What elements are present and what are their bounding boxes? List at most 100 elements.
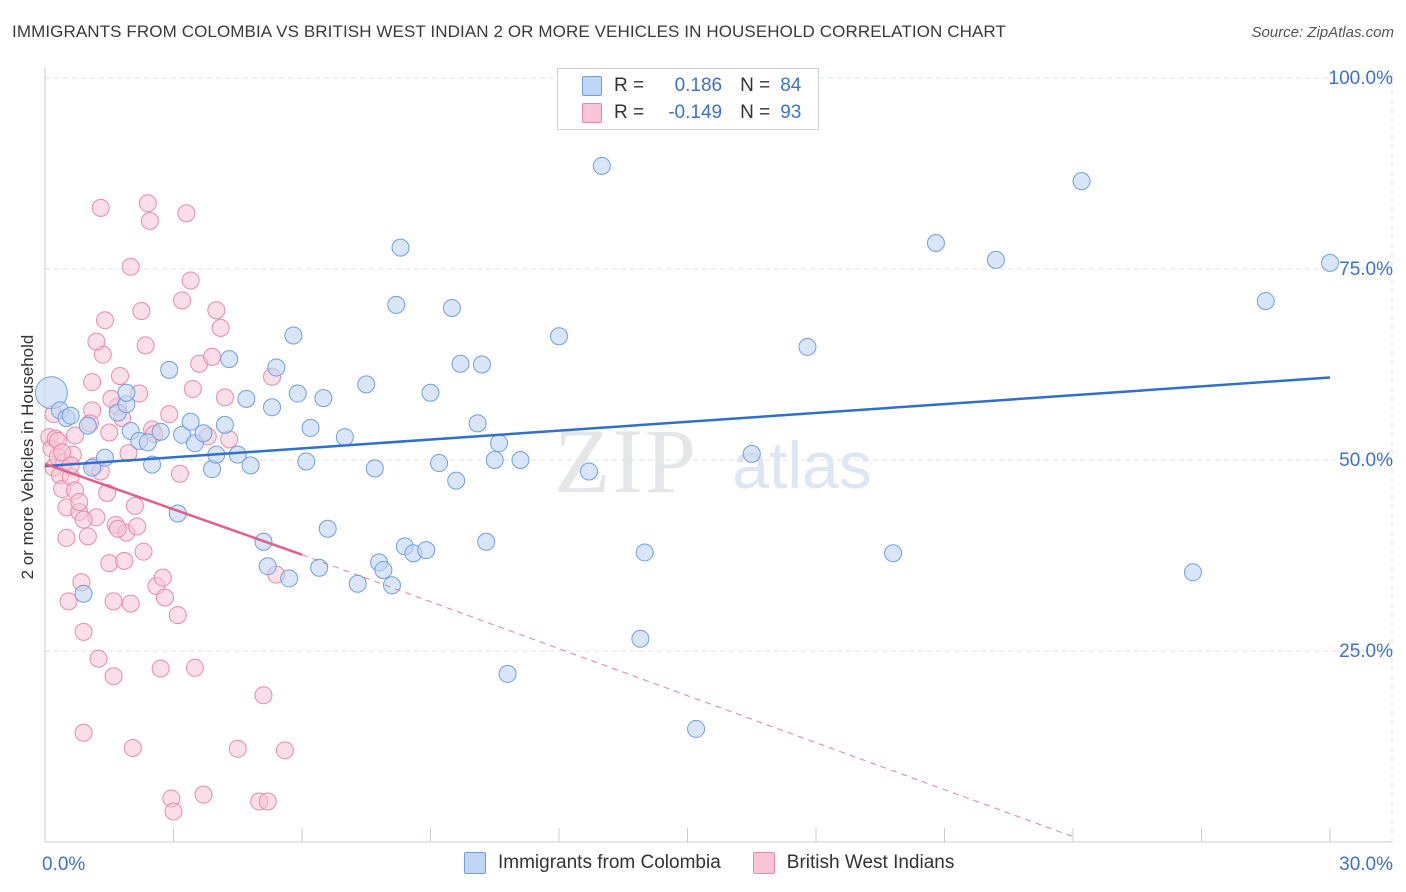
bwi-point (181, 271, 200, 290)
bwi-point (132, 302, 151, 321)
gridlines (45, 72, 1393, 842)
bwi-point (87, 332, 106, 351)
colombia-point (511, 451, 530, 469)
x-tick-label: 0.0% (42, 854, 85, 875)
colombia-point (391, 238, 410, 257)
bwi-point (104, 667, 123, 686)
legend-r-value: -0.149 (668, 102, 723, 123)
colombia-point (884, 544, 903, 563)
colombia-point (374, 561, 393, 580)
legend-swatch-bwi (752, 852, 775, 874)
colombia-point (241, 456, 260, 475)
bwi-point (170, 464, 189, 483)
legend-r-label: R = (614, 102, 645, 123)
colombia-point (442, 298, 461, 317)
colombia-point (160, 360, 179, 379)
legend-label-bwi: British West Indians (786, 852, 955, 873)
colombia-point (215, 415, 234, 434)
colombia-point (986, 250, 1005, 269)
colombia-point (592, 156, 611, 175)
bwi-point (74, 723, 93, 742)
bwi-point (100, 554, 119, 573)
legend-n-label: N = (740, 75, 771, 96)
chart-title: IMMIGRANTS FROM COLOMBIA VS BRITISH WEST… (12, 22, 1006, 41)
bwi-point (258, 792, 277, 811)
colombia-point (365, 459, 384, 478)
bwi-point (70, 493, 89, 512)
colombia-point (579, 462, 598, 481)
colombia-point (631, 629, 650, 648)
bwi-point (168, 606, 187, 625)
colombia-point (181, 412, 200, 431)
colombia-point (78, 416, 97, 435)
colombia-point (926, 234, 945, 253)
bwi-point (164, 802, 183, 821)
colombia-point (1256, 292, 1275, 311)
bwi-point (100, 423, 119, 442)
bwi-point (160, 405, 179, 424)
bwi-point (153, 568, 172, 587)
legend-item-bwi: British West Indians (752, 852, 955, 874)
legend-swatch-bwi (582, 103, 602, 123)
bwi-point (211, 318, 230, 337)
colombia-point (237, 389, 256, 408)
bwi-point (108, 519, 127, 538)
colombia-point (477, 532, 496, 551)
colombia-point (220, 350, 239, 369)
trendlines (44, 376, 1331, 838)
colombia-point (280, 569, 299, 588)
x-tick-label: 30.0% (1339, 854, 1393, 875)
colombia-point (310, 558, 329, 577)
y-tick-label: 75.0% (1339, 259, 1393, 280)
colombia-point (143, 455, 162, 474)
bwi-trendline (44, 462, 303, 556)
colombia-point (430, 454, 449, 473)
colombia-point (485, 451, 504, 469)
colombia-point (687, 719, 706, 738)
y-tick-label: 100.0% (1329, 68, 1394, 89)
bwi-point (78, 527, 97, 546)
colombia-point (472, 355, 491, 374)
legend-n-label: N = (740, 102, 771, 123)
bwi-point (104, 592, 123, 611)
colombia-point (498, 664, 517, 683)
colombia-point (138, 433, 157, 452)
bwi-point (57, 528, 76, 547)
legend-row-colombia: R = 0.186 N = 84 (582, 74, 801, 98)
y-axis-label: 2 or more Vehicles in Household (18, 334, 37, 580)
bwi-point (53, 443, 72, 462)
y-tick-label: 50.0% (1339, 450, 1393, 471)
tick-labels: 100.0% 75.0% 50.0% 25.0% 0.0% 30.0% (42, 68, 1393, 875)
colombia-point (258, 557, 277, 576)
bwi-point (89, 649, 108, 668)
legend-item-colombia: Immigrants from Colombia (464, 852, 721, 874)
bwi-point (65, 426, 84, 445)
legend-n-value: 93 (780, 102, 802, 123)
colombia-point (95, 448, 114, 467)
bwi-point (59, 592, 78, 611)
bwi-point (119, 444, 138, 463)
colombia-points (34, 156, 1339, 738)
colombia-point (451, 354, 470, 373)
colombia-point (194, 424, 213, 443)
colombia-point (297, 452, 316, 471)
legend-swatch-colombia (582, 76, 602, 96)
colombia-point (357, 375, 376, 394)
bwi-point (95, 311, 114, 330)
legend-r-value: 0.186 (674, 75, 723, 96)
legend-r-label: R = (614, 75, 645, 96)
bwi-point (207, 301, 226, 320)
bwi-point (228, 739, 247, 758)
bwi-point (177, 204, 196, 223)
bwi-point (173, 291, 192, 310)
correlation-legend: R = 0.186 N = 84 R = -0.149 N = 93 (557, 68, 819, 130)
bwi-point (121, 257, 140, 276)
colombia-point (447, 471, 466, 490)
legend-label-colombia: Immigrants from Colombia (498, 852, 721, 873)
y-tick-label: 25.0% (1339, 641, 1393, 662)
bwi-point (155, 588, 174, 607)
bwi-point (194, 785, 213, 804)
bwi-point (183, 379, 202, 398)
colombia-point (288, 384, 307, 403)
bwi-point (74, 622, 93, 641)
